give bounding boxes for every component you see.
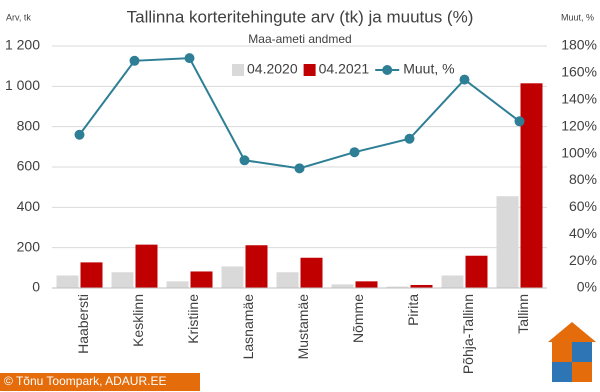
bar	[410, 284, 433, 288]
bar	[135, 244, 158, 288]
line-marker	[129, 55, 140, 66]
y-axis-label: Arv, tk	[6, 12, 31, 22]
y2-tick-label: 40%	[569, 225, 597, 241]
x-tick-label: Mustamäe	[295, 294, 311, 360]
legend-swatch	[303, 64, 316, 76]
logo	[548, 322, 596, 382]
bar	[331, 284, 354, 288]
line-marker	[294, 163, 305, 174]
bar	[221, 266, 244, 288]
x-tick-label: Lasnamäe	[240, 294, 256, 360]
chart-title: Tallinna korteritehingute arv (tk) ja mu…	[127, 7, 474, 26]
y2-tick-label: 120%	[561, 117, 597, 133]
x-tick-label: Pirita	[405, 294, 421, 326]
y-tick-label: 200	[17, 238, 41, 254]
y2-axis-label: Muut, %	[561, 12, 594, 22]
line-marker	[349, 147, 360, 158]
bar	[190, 271, 213, 288]
chart-subtitle: Maa-ameti andmed	[248, 32, 351, 46]
bar	[355, 281, 378, 288]
y2-tick-label: 20%	[569, 252, 597, 268]
bar	[520, 83, 543, 288]
y-tick-label: 600	[17, 158, 41, 174]
line-marker	[404, 133, 415, 144]
legend-label: 04.2020	[247, 61, 298, 77]
y-tick-label: 400	[17, 198, 41, 214]
x-tick-label: Kristiine	[185, 294, 201, 344]
line-marker	[239, 155, 250, 166]
line-marker	[74, 129, 85, 140]
x-tick-label: Kesklinn	[130, 294, 146, 347]
bar	[441, 275, 464, 288]
line-marker	[514, 116, 525, 127]
bar	[300, 257, 323, 288]
legend-marker	[382, 65, 393, 75]
credit: © Tõnu Toompark, ADAUR.EE	[4, 374, 166, 388]
x-tick-label: Haabersti	[75, 294, 91, 354]
x-tick-label: Põhja-Tallinn	[460, 294, 476, 374]
bar	[166, 281, 189, 288]
y2-tick-label: 0%	[577, 279, 597, 295]
y-tick-label: 1 000	[5, 77, 40, 93]
bar	[276, 272, 299, 288]
legend-label: Muut, %	[403, 61, 454, 77]
line-marker	[184, 53, 195, 64]
y2-tick-label: 160%	[561, 64, 597, 80]
bar	[496, 196, 519, 288]
bar	[56, 275, 79, 288]
y2-tick-label: 100%	[561, 144, 597, 160]
y2-tick-label: 180%	[561, 37, 597, 53]
y2-tick-label: 80%	[569, 171, 597, 187]
bar	[111, 272, 134, 288]
legend-label: 04.2021	[319, 61, 370, 77]
y2-tick-label: 60%	[569, 198, 597, 214]
credit-background	[0, 373, 200, 391]
bar	[386, 286, 409, 288]
x-tick-label: Nõmme	[350, 294, 366, 343]
bar	[80, 262, 103, 288]
line-marker	[459, 74, 470, 85]
bar	[465, 255, 488, 288]
y-tick-label: 1 200	[5, 37, 40, 53]
x-tick-label: Tallinn	[515, 294, 531, 334]
y2-tick-label: 140%	[561, 90, 597, 106]
legend-swatch	[232, 64, 244, 76]
y-tick-label: 800	[17, 117, 41, 133]
bar	[245, 245, 268, 288]
y-tick-label: 0	[32, 279, 40, 295]
